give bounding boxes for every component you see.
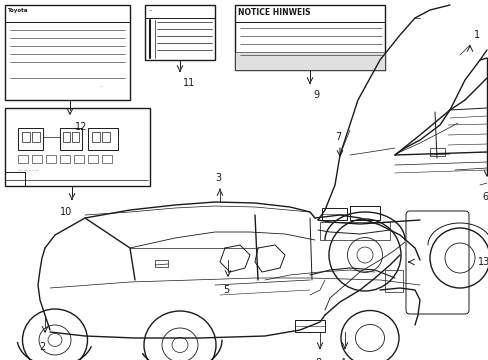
Bar <box>60 155 70 163</box>
Text: 11: 11 <box>183 78 195 88</box>
Text: 2: 2 <box>39 342 45 352</box>
Bar <box>319 222 389 240</box>
Bar <box>235 52 384 70</box>
Bar <box>294 320 325 332</box>
Text: 7: 7 <box>334 132 341 142</box>
Bar <box>384 270 402 292</box>
Bar <box>102 132 110 142</box>
Text: ...: ... <box>148 7 152 12</box>
Bar <box>349 206 379 220</box>
Text: 12: 12 <box>75 122 87 132</box>
Bar <box>60 128 82 150</box>
Bar <box>18 128 43 150</box>
Text: Toyota: Toyota <box>8 8 28 13</box>
Bar <box>145 5 215 60</box>
Bar <box>5 5 130 100</box>
Bar <box>22 132 30 142</box>
Bar <box>5 108 150 186</box>
Text: 9: 9 <box>312 90 319 100</box>
Text: ...: ... <box>100 84 103 88</box>
Bar <box>18 155 28 163</box>
Bar <box>46 155 56 163</box>
Bar <box>102 155 112 163</box>
Text: 8: 8 <box>314 358 321 360</box>
Bar <box>32 132 40 142</box>
Text: 10: 10 <box>60 207 72 217</box>
Bar <box>321 208 346 220</box>
Text: 1: 1 <box>473 30 479 40</box>
Text: --- --- --- ---: --- --- --- --- <box>18 168 38 172</box>
Text: 6: 6 <box>481 192 487 202</box>
Bar <box>235 5 384 70</box>
Bar <box>429 148 444 156</box>
Bar <box>92 132 100 142</box>
Bar <box>88 128 118 150</box>
Bar <box>155 260 168 267</box>
Text: 4: 4 <box>339 358 346 360</box>
Bar <box>74 155 84 163</box>
Bar <box>88 155 98 163</box>
Text: 13: 13 <box>477 257 488 267</box>
Bar <box>63 132 70 142</box>
Text: 5: 5 <box>223 285 229 295</box>
Text: NOTICE HINWEIS: NOTICE HINWEIS <box>238 8 310 17</box>
Text: 3: 3 <box>215 173 221 183</box>
Bar <box>72 132 79 142</box>
Bar <box>32 155 42 163</box>
